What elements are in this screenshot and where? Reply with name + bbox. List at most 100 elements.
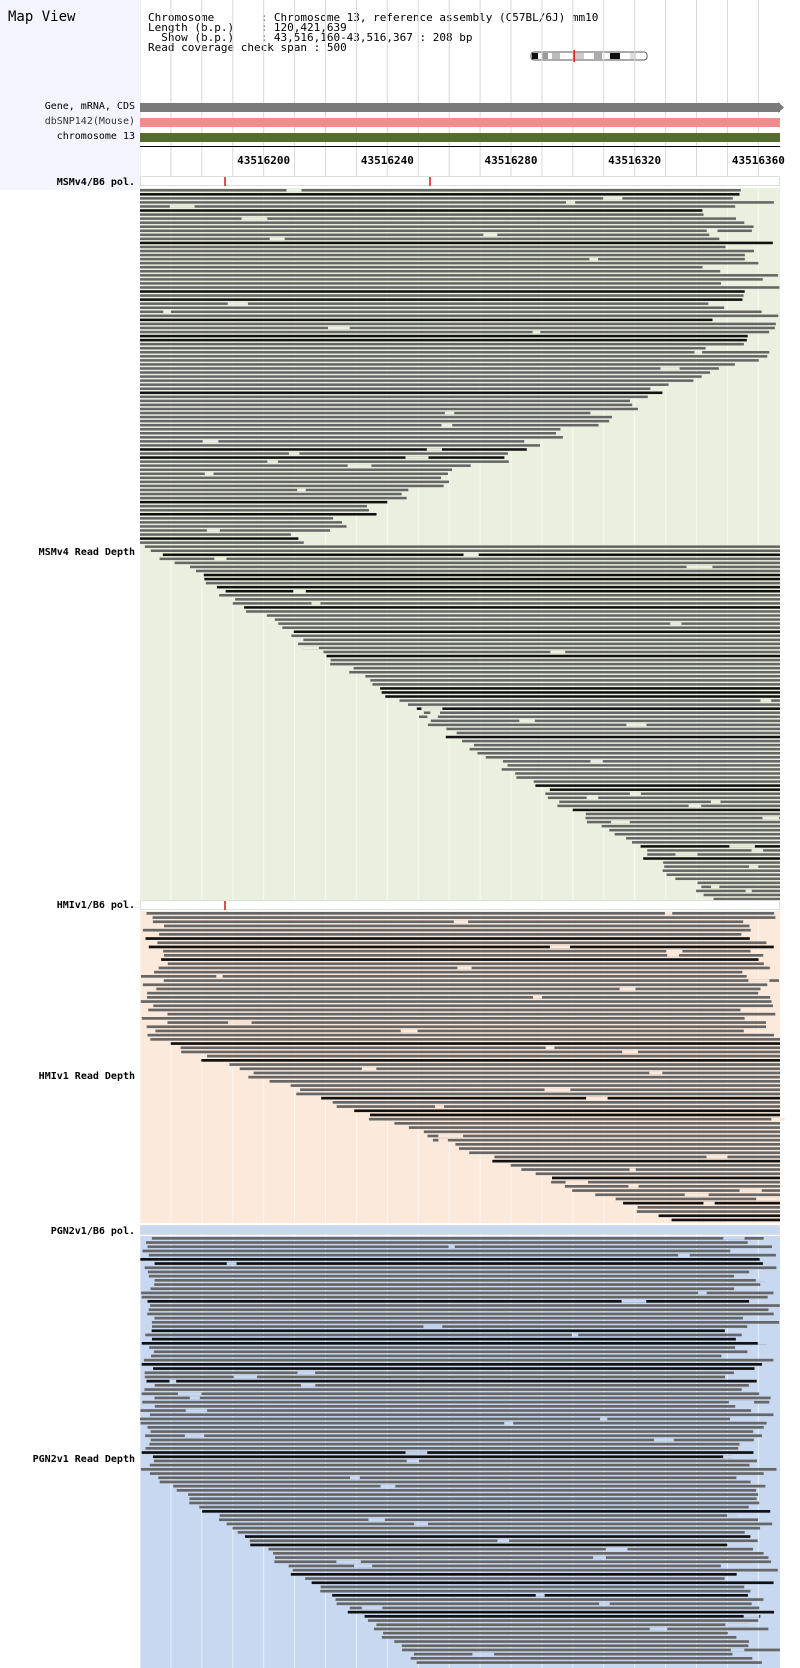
read-bar[interactable] <box>154 1316 743 1320</box>
read-bar[interactable] <box>501 768 780 771</box>
read-bar[interactable] <box>410 1657 753 1660</box>
read-bar[interactable] <box>330 658 780 662</box>
read-bar[interactable] <box>140 261 759 265</box>
read-bar[interactable] <box>664 865 780 868</box>
read-bar[interactable] <box>288 1564 721 1568</box>
read-bar[interactable] <box>559 800 780 804</box>
read-bar[interactable] <box>140 513 377 516</box>
read-bar[interactable] <box>204 577 780 581</box>
read-bar[interactable] <box>423 711 780 714</box>
read-bar[interactable] <box>140 537 299 540</box>
read-bar[interactable] <box>647 853 780 856</box>
hmi-read-depth[interactable] <box>140 911 800 1223</box>
read-bar[interactable] <box>140 351 770 354</box>
read-bar[interactable] <box>150 1038 780 1041</box>
read-bar[interactable] <box>161 958 759 961</box>
gene-track-bar[interactable] <box>140 103 780 112</box>
dbsnp-track-bar[interactable] <box>140 118 780 127</box>
read-bar[interactable] <box>141 1291 774 1295</box>
read-bar[interactable] <box>349 670 780 674</box>
read-bar[interactable] <box>140 504 367 508</box>
read-bar[interactable] <box>147 1426 764 1429</box>
read-bar[interactable] <box>226 1522 773 1526</box>
read-bar[interactable] <box>510 1164 780 1167</box>
read-bar[interactable] <box>140 460 509 463</box>
read-bar[interactable] <box>413 1652 733 1656</box>
read-bar[interactable] <box>150 549 781 552</box>
read-bar[interactable] <box>274 1560 772 1564</box>
read-bar[interactable] <box>244 1535 751 1538</box>
read-bar[interactable] <box>140 411 591 415</box>
read-bar[interactable] <box>140 533 291 536</box>
read-bar[interactable] <box>151 1337 736 1341</box>
read-bar[interactable] <box>533 780 780 783</box>
read-bar[interactable] <box>147 1300 750 1303</box>
read-bar[interactable] <box>701 885 780 889</box>
read-bar[interactable] <box>492 1159 780 1163</box>
read-bar[interactable] <box>140 1468 777 1471</box>
read-bar[interactable] <box>155 1029 744 1033</box>
read-bar[interactable] <box>365 675 780 678</box>
read-bar[interactable] <box>477 751 780 755</box>
read-bar[interactable] <box>159 1480 751 1484</box>
read-bar[interactable] <box>305 1577 725 1580</box>
read-bar[interactable] <box>640 845 780 848</box>
read-bar[interactable] <box>140 205 736 208</box>
read-bar[interactable] <box>163 949 751 953</box>
read-bar[interactable] <box>140 302 709 305</box>
read-bar[interactable] <box>291 634 780 638</box>
read-bar[interactable] <box>368 1117 780 1121</box>
read-bar[interactable] <box>427 1134 780 1138</box>
read-bar[interactable] <box>147 1245 772 1249</box>
read-bar[interactable] <box>430 719 780 723</box>
read-bar[interactable] <box>336 1602 752 1606</box>
read-bar[interactable] <box>163 979 780 982</box>
read-bar[interactable] <box>383 1631 728 1635</box>
read-bar[interactable] <box>140 444 540 447</box>
read-bar[interactable] <box>394 1640 749 1643</box>
read-bar[interactable] <box>140 383 669 386</box>
snp-marker[interactable] <box>224 901 227 910</box>
read-bar[interactable] <box>140 440 525 443</box>
read-bar[interactable] <box>146 1379 757 1383</box>
read-bar[interactable] <box>296 1092 780 1096</box>
read-bar[interactable] <box>407 703 780 706</box>
read-bar[interactable] <box>140 488 409 492</box>
read-bar[interactable] <box>140 330 770 334</box>
read-bar[interactable] <box>140 294 744 297</box>
read-bar[interactable] <box>427 723 780 727</box>
read-bar[interactable] <box>713 897 780 900</box>
read-bar[interactable] <box>140 395 648 399</box>
read-bar[interactable] <box>146 1025 766 1029</box>
read-bar[interactable] <box>418 715 780 719</box>
read-bar[interactable] <box>153 1367 755 1370</box>
read-bar[interactable] <box>142 1249 731 1253</box>
read-bar[interactable] <box>473 743 780 747</box>
read-bar[interactable] <box>154 1279 766 1282</box>
read-bar[interactable] <box>140 306 725 309</box>
read-bar[interactable] <box>303 646 780 650</box>
read-bar[interactable] <box>336 1105 780 1108</box>
read-bar[interactable] <box>557 804 780 808</box>
read-bar[interactable] <box>140 201 774 204</box>
read-bar[interactable] <box>347 1610 775 1614</box>
read-bar[interactable] <box>140 529 331 532</box>
read-bar[interactable] <box>140 209 703 212</box>
read-bar[interactable] <box>150 1438 754 1442</box>
read-bar[interactable] <box>140 274 779 277</box>
read-bar[interactable] <box>303 638 780 642</box>
read-bar[interactable] <box>147 1312 774 1316</box>
read-bar[interactable] <box>609 828 780 832</box>
read-bar[interactable] <box>140 197 733 200</box>
read-bar[interactable] <box>354 1109 780 1113</box>
read-bar[interactable] <box>141 975 747 978</box>
read-bar[interactable] <box>148 945 774 949</box>
read-bar[interactable] <box>266 614 780 617</box>
read-bar[interactable] <box>189 1497 757 1501</box>
read-bar[interactable] <box>140 436 563 439</box>
read-bar[interactable] <box>140 464 471 467</box>
read-bar[interactable] <box>601 824 780 828</box>
read-bar[interactable] <box>516 776 780 779</box>
read-bar[interactable] <box>140 407 638 411</box>
read-bar[interactable] <box>239 1067 780 1071</box>
